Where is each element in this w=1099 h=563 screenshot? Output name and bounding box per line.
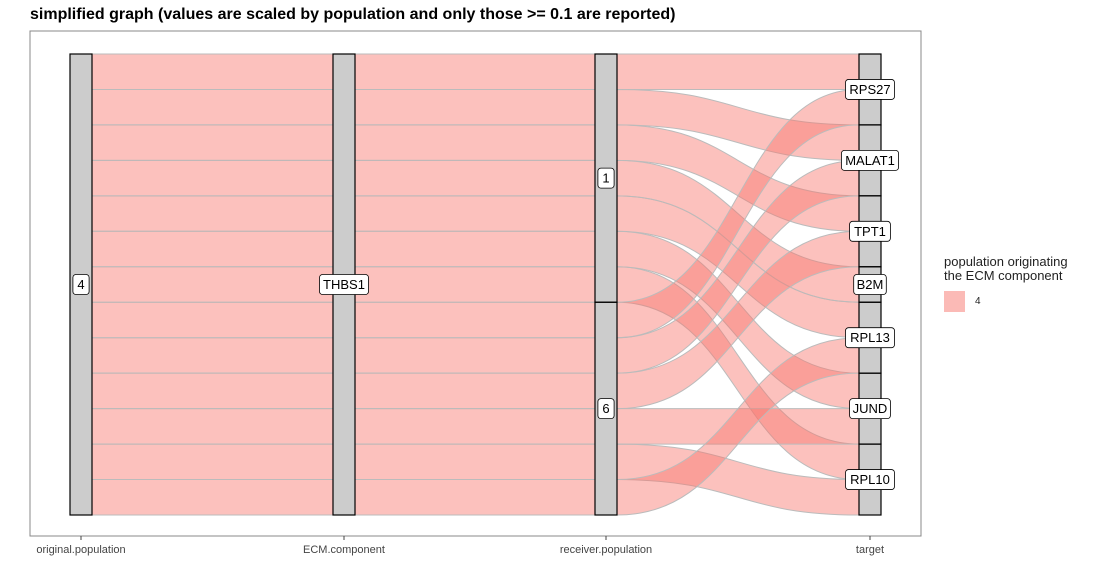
flow-0-9 [91,372,334,410]
stratum-label-rpl13: RPL13 [850,330,890,345]
strata: 4 original.population THBS1 ECM.component 1 6… [36,53,900,556]
axis-label-receiver-population: receiver.population [560,544,652,556]
flow-1-3 [354,159,596,197]
legend-item: 4 [944,291,1094,312]
stratum-label-malat1: MALAT1 [845,153,895,168]
stratum-label-box-rpl10 [845,469,895,490]
axis-label-target: target [856,544,884,556]
stratum-receiver-population-6 [594,301,618,516]
flow-0-11 [91,443,334,481]
flow-0-3 [91,159,334,197]
stratum-label-box-rpl13 [845,327,895,349]
axis-label-original-population: original.population [36,544,125,556]
flow-1-2 [354,124,596,161]
flow-1-5 [354,230,596,268]
flow-0-1 [91,88,334,126]
flow-0-0 [91,53,334,90]
stratum-label-tpt1: TPT1 [854,224,886,239]
flow-0-6 [91,266,334,303]
flow-0-2 [91,124,334,161]
flow-0-10 [91,408,334,445]
stratum-label-box-jund [849,398,891,420]
stratum-label-box-thbs1 [319,274,369,295]
flow-1-11 [354,443,596,481]
legend-key [944,291,965,312]
chart-title: simplified graph (values are scaled by p… [30,6,676,23]
flows [91,53,860,516]
legend-label: 4 [975,296,981,307]
flow-1-0 [354,53,596,90]
stratum-label-4: 4 [77,277,84,292]
stratum-label-box-4 [72,274,90,295]
stratum-label-b2m: B2M [857,277,884,292]
stratum-label-1: 1 [602,171,609,186]
stratum-label-rpl10: RPL10 [850,472,890,487]
flow-0-8 [91,337,334,374]
stratum-original-population-4 [69,53,93,516]
flow-0-5 [91,230,334,268]
stratum-label-jund: JUND [853,401,888,416]
stratum-label-box-b2m [853,274,887,295]
stratum-label-box-tpt1 [849,220,891,242]
flow-0-12 [91,479,334,516]
axis-label-ecm-component: ECM.component [303,544,385,556]
stratum-label-box-1 [597,167,615,189]
flow-0-7 [91,301,334,339]
stratum-label-box-rps27 [845,79,895,100]
legend: population originating the ECM component… [944,255,1094,312]
stratum-label-box-malat1 [841,149,900,171]
stratum-label-box-6 [597,398,615,420]
stratum-label-6: 6 [602,401,609,416]
plot-panel [29,30,922,537]
flow-2-0 [616,53,860,90]
flow-1-8 [354,337,596,374]
stratum-label-thbs1: THBS1 [323,277,365,292]
flow-1-4 [354,195,596,232]
stratum-label-rps27: RPS27 [849,82,890,97]
flow-0-4 [91,195,334,232]
flow-1-12 [354,479,596,516]
axis-bar-receiver-population [595,54,617,515]
legend-title: population originating the ECM component [944,254,1068,283]
flow-1-9 [354,372,596,410]
alluvial-chart: 4 original.population THBS1 ECM.component 1 6… [29,30,922,556]
flow-1-1 [354,88,596,126]
flow-1-10 [354,408,596,445]
flow-1-7 [354,301,596,339]
flow-1-6 [354,266,596,303]
